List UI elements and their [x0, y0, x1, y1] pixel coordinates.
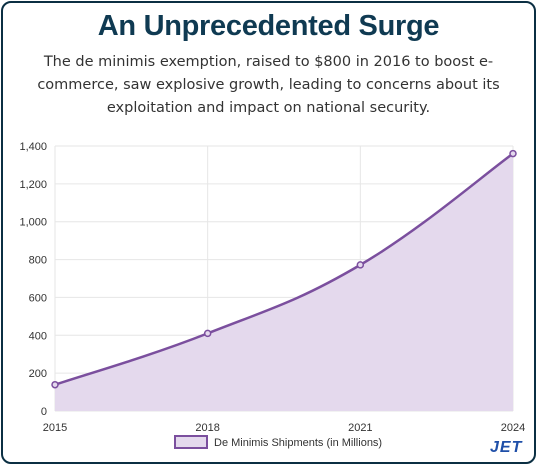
chart-title: An Unprecedented Surge	[97, 10, 440, 42]
data-point[interactable]	[356, 261, 365, 269]
y-tick-label: 1,000	[19, 217, 47, 229]
chart-subtitle: The de minimis exemption, raised to $800…	[37, 54, 500, 116]
y-tick-label: 0	[41, 406, 47, 418]
x-tick-label: 2024	[501, 422, 525, 434]
y-tick-label: 200	[29, 368, 47, 380]
series-line	[54, 152, 514, 386]
data-point[interactable]	[509, 149, 517, 158]
jet-logo: JET	[490, 439, 523, 456]
y-tick-label: 400	[29, 330, 47, 342]
y-tick-label: 800	[29, 255, 47, 267]
legend-label[interactable]: De Minimis Shipments (in Millions)	[214, 437, 382, 449]
x-tick-label: 2015	[43, 422, 67, 434]
legend-swatch	[174, 435, 208, 449]
y-tick-label: 1,200	[19, 179, 47, 191]
data-point[interactable]	[51, 380, 59, 389]
x-tick-label: 2021	[348, 422, 372, 434]
x-tick-label: 2018	[195, 422, 219, 434]
y-tick-label: 600	[29, 292, 47, 304]
series-area-fill	[55, 153, 513, 412]
data-point[interactable]	[203, 329, 212, 338]
y-tick-label: 1,400	[19, 141, 47, 153]
